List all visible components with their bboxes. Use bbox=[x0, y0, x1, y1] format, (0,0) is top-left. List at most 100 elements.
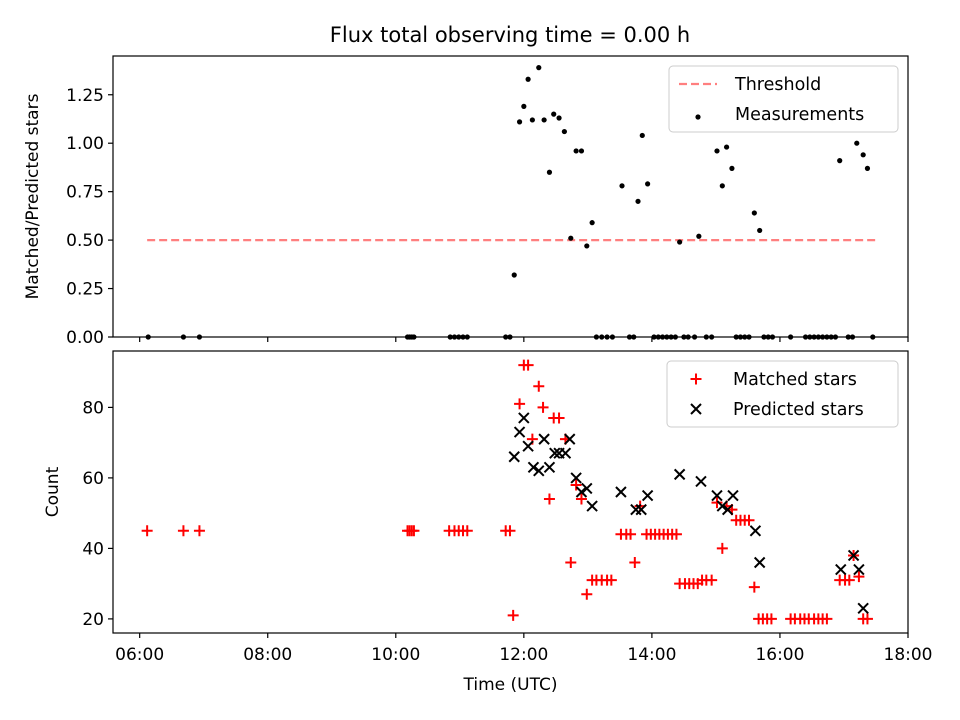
predicted-point bbox=[857, 602, 869, 615]
measurement-point bbox=[578, 148, 585, 154]
measurement-point bbox=[551, 111, 557, 117]
matched-point bbox=[743, 514, 755, 526]
measurement-point bbox=[145, 334, 151, 340]
measurement-point bbox=[737, 334, 744, 340]
legend-frame bbox=[668, 65, 899, 133]
measurement-point bbox=[723, 144, 730, 150]
measurement-point bbox=[568, 235, 574, 241]
y-tick-label: 0.50 bbox=[66, 231, 104, 251]
measurement-point bbox=[460, 334, 466, 340]
matched-point bbox=[537, 401, 549, 413]
predicted-point bbox=[673, 468, 686, 481]
predicted-point bbox=[635, 503, 647, 516]
measurement-point bbox=[645, 181, 651, 187]
x-tick-label: 06:00 bbox=[115, 645, 164, 665]
measurement-point bbox=[593, 334, 600, 340]
matched-point bbox=[605, 574, 617, 586]
measurement-point bbox=[546, 169, 553, 175]
y-tick-label: 0.25 bbox=[66, 280, 104, 300]
matched-point bbox=[543, 493, 555, 505]
measurement-point bbox=[832, 334, 839, 340]
y-tick-label: 0.00 bbox=[66, 328, 104, 348]
measurement-point bbox=[685, 334, 691, 340]
measurement-point bbox=[599, 334, 605, 340]
measurement-point bbox=[541, 117, 547, 123]
measurement-point bbox=[651, 334, 657, 340]
measurement-point bbox=[828, 334, 834, 340]
y-axis-label: Count bbox=[43, 466, 63, 517]
bottom-panel: 06:00 08:00 10:00 12:00 14:00 16:00 18:00 20 40 6… bbox=[43, 350, 933, 695]
predicted-point bbox=[753, 556, 766, 569]
predicted-point bbox=[559, 447, 572, 459]
matched-point bbox=[565, 557, 577, 568]
matched-point bbox=[570, 479, 582, 491]
measurement-point bbox=[807, 334, 813, 340]
y-tick-label: 1.00 bbox=[66, 134, 104, 154]
matched-point bbox=[193, 525, 205, 537]
y-tick-label: 1.25 bbox=[66, 86, 104, 106]
measurement-point bbox=[411, 334, 417, 340]
matched-point bbox=[461, 525, 473, 537]
measurement-point bbox=[521, 103, 527, 109]
measurement-point bbox=[672, 334, 678, 340]
measurement-point bbox=[854, 140, 860, 146]
measurement-point bbox=[631, 334, 637, 340]
matched-point bbox=[821, 613, 833, 625]
legend: Threshold Measurements bbox=[668, 65, 899, 133]
legend-predicted-swatch bbox=[690, 403, 702, 415]
matched-point bbox=[853, 571, 865, 583]
matched-point bbox=[504, 525, 516, 537]
measurement-point bbox=[464, 334, 470, 340]
measurement-point bbox=[604, 334, 610, 340]
predicted-point bbox=[711, 489, 723, 502]
measurement-point bbox=[659, 334, 666, 340]
matched-point bbox=[507, 609, 519, 621]
measurement-point bbox=[691, 334, 698, 340]
predicted-point bbox=[538, 433, 550, 445]
matched-point bbox=[581, 588, 593, 600]
predicted-point bbox=[549, 447, 561, 459]
measurement-point bbox=[196, 334, 203, 340]
matched-point bbox=[408, 525, 420, 537]
measurement-point bbox=[529, 117, 535, 123]
measurement-point bbox=[870, 334, 876, 340]
predicted-point bbox=[586, 500, 598, 512]
measurement-point bbox=[742, 334, 748, 340]
predicted-point bbox=[727, 489, 739, 502]
y-tick-label: 60 bbox=[82, 469, 104, 489]
series-matched-stars bbox=[141, 359, 873, 625]
matched-point bbox=[861, 613, 873, 625]
measurement-point bbox=[815, 334, 821, 340]
predicted-point bbox=[570, 472, 582, 484]
measurement-point bbox=[626, 334, 633, 340]
measurement-point bbox=[503, 334, 509, 340]
predicted-point bbox=[513, 426, 526, 438]
measurement-point bbox=[589, 220, 595, 226]
predicted-point bbox=[853, 563, 865, 576]
legend-measurement-swatch bbox=[695, 114, 701, 120]
predicted-point bbox=[522, 440, 534, 452]
series-measurements bbox=[145, 65, 876, 340]
predicted-point bbox=[533, 465, 545, 477]
measurement-point bbox=[757, 227, 763, 234]
measurement-point bbox=[802, 334, 809, 340]
series-predicted-stars bbox=[508, 412, 869, 615]
legend-matched-swatch bbox=[690, 373, 702, 385]
measurement-point bbox=[765, 334, 771, 340]
measurement-point bbox=[516, 119, 523, 125]
matched-point bbox=[177, 525, 189, 537]
matched-point bbox=[706, 574, 718, 586]
measurement-point bbox=[751, 210, 757, 216]
predicted-point bbox=[518, 412, 530, 424]
measurement-point bbox=[864, 165, 871, 171]
matched-point bbox=[533, 380, 545, 392]
measurement-point bbox=[447, 334, 453, 340]
legend-label: Measurements bbox=[735, 105, 864, 125]
measurement-point bbox=[507, 334, 513, 340]
predicted-point bbox=[835, 563, 847, 576]
x-tick-label: 08:00 bbox=[243, 645, 292, 665]
measurement-point bbox=[655, 334, 661, 340]
x-tick-label: 14:00 bbox=[627, 645, 676, 665]
measurement-point bbox=[677, 239, 683, 245]
